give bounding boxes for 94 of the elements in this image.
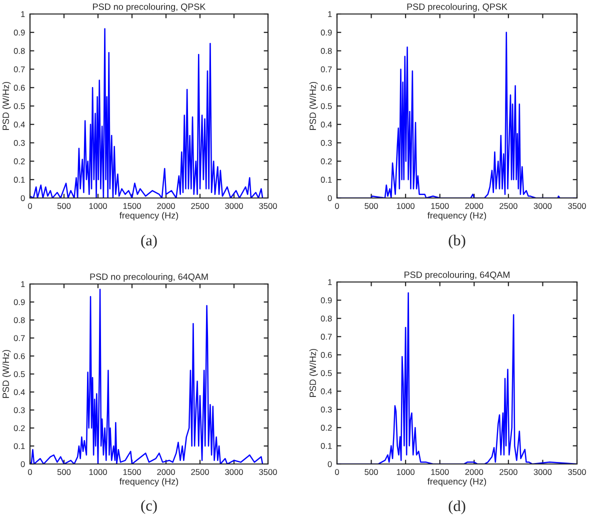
y-tick-label: 0.5 [14, 371, 25, 378]
y-tick-label: 0.4 [14, 389, 25, 396]
chart-title: PSD precolouring, QPSK [407, 3, 508, 12]
x-tick-label: 1000 [396, 203, 415, 209]
y-axis-title: PSD (W/Hz) [309, 348, 318, 397]
x-tick-label: 1500 [123, 203, 141, 209]
y-tick-label: 0.7 [14, 335, 25, 342]
y-tick-label: 0.4 [14, 122, 25, 128]
x-tick-label: 500 [364, 203, 378, 209]
y-tick-label: 0 [328, 195, 332, 202]
x-tick-label: 3500 [259, 469, 277, 475]
x-axis-title: frequency (Hz) [428, 212, 486, 220]
y-tick-label: 0.7 [320, 66, 332, 72]
chart-title: PSD no precolouring, QPSK [93, 3, 206, 12]
y-tick-label: 0.3 [14, 140, 25, 146]
line-series [30, 28, 264, 198]
x-tick-label: 3000 [534, 203, 552, 209]
y-tick-label: 0.1 [14, 443, 25, 450]
y-tick-label: 0.9 [320, 297, 332, 304]
y-tick-label: 0.2 [14, 158, 25, 164]
chart-title: PSD no precolouring, 64QAM [90, 273, 208, 282]
y-tick-label: 0.8 [14, 317, 25, 324]
x-axis-title: frequency (Hz) [428, 478, 486, 486]
line-series [30, 288, 264, 464]
text: (d) [448, 500, 466, 514]
x-tick-label: 2500 [191, 469, 209, 475]
x-axis-title: frequency (Hz) [120, 212, 178, 220]
y-tick-label: 0.4 [320, 122, 332, 128]
y-tick-label: 0.5 [320, 370, 332, 376]
chart-title: PSD precolouring, 64QAM [404, 271, 510, 280]
y-tick-label: 1 [328, 279, 332, 286]
x-tick-label: 3500 [568, 469, 586, 475]
y-tick-label: 0.1 [320, 443, 332, 449]
x-tick-label: 3000 [534, 469, 552, 475]
y-tick-label: 0.1 [14, 176, 25, 183]
y-tick-label: 0.5 [320, 103, 332, 110]
x-tick-label: 500 [57, 203, 71, 209]
y-tick-label: 0.2 [14, 425, 25, 432]
y-tick-label: 0.5 [14, 103, 25, 110]
y-tick-label: 1 [328, 11, 332, 18]
x-tick-label: 3500 [259, 203, 277, 209]
x-tick-label: 3000 [225, 203, 243, 209]
x-axis-title: frequency (Hz) [120, 478, 178, 486]
y-tick-label: 0.3 [320, 406, 332, 412]
x-tick-label: 1500 [431, 203, 449, 209]
x-tick-label: 0 [335, 469, 339, 475]
y-tick-label: 0.3 [14, 407, 25, 414]
x-tick-label: 2500 [500, 203, 518, 209]
y-tick-label: 0.9 [14, 299, 25, 306]
x-tick-label: 0 [28, 203, 32, 209]
y-tick-label: 0.3 [320, 140, 332, 146]
y-tick-label: 0.6 [320, 352, 332, 358]
x-tick-label: 3000 [225, 469, 243, 475]
x-tick-label: 500 [364, 469, 378, 475]
x-tick-label: 1500 [123, 469, 141, 475]
x-tick-label: 3500 [568, 203, 586, 209]
y-tick-label: 0.9 [320, 30, 332, 36]
x-tick-label: 2000 [465, 203, 484, 209]
y-tick-label: 0.8 [14, 48, 25, 54]
y-tick-label: 0 [20, 461, 25, 468]
x-tick-label: 2500 [191, 203, 209, 209]
x-tick-label: 1000 [89, 469, 107, 475]
y-tick-label: 1 [21, 11, 25, 18]
x-tick-label: 2500 [500, 469, 518, 475]
y-tick-label: 0.1 [320, 176, 332, 183]
text: (b) [448, 234, 466, 249]
x-tick-label: 2000 [157, 203, 175, 209]
y-tick-label: 0.6 [14, 353, 25, 360]
y-tick-label: 0.9 [14, 30, 25, 36]
y-tick-label: 0.8 [320, 48, 332, 54]
y-tick-label: 0 [328, 461, 332, 468]
x-tick-label: 1000 [396, 469, 415, 475]
y-tick-label: 0.8 [320, 316, 332, 322]
x-tick-label: 2000 [465, 469, 484, 475]
x-tick-label: 0 [335, 203, 339, 209]
y-tick-label: 0.2 [320, 424, 332, 431]
x-tick-label: 500 [57, 469, 71, 475]
y-tick-label: 0.4 [320, 388, 332, 394]
y-tick-label: 1 [21, 281, 25, 288]
text: (c) [141, 500, 157, 514]
text: (a) [141, 234, 157, 249]
y-tick-label: 0.7 [320, 334, 332, 340]
y-axis-title: PSD (W/Hz) [309, 82, 318, 130]
y-tick-label: 0.7 [14, 66, 25, 72]
y-tick-label: 0 [20, 195, 25, 202]
y-tick-label: 0.2 [320, 158, 332, 164]
x-tick-label: 1000 [89, 203, 107, 209]
y-axis-title: PSD (W/Hz) [2, 82, 11, 130]
x-tick-label: 1500 [431, 469, 449, 475]
y-axis-title: PSD (W/Hz) [2, 350, 11, 398]
y-tick-label: 0.6 [320, 84, 332, 91]
y-tick-label: 0.6 [14, 84, 25, 91]
x-tick-label: 2000 [157, 469, 175, 475]
x-tick-label: 0 [28, 469, 32, 475]
